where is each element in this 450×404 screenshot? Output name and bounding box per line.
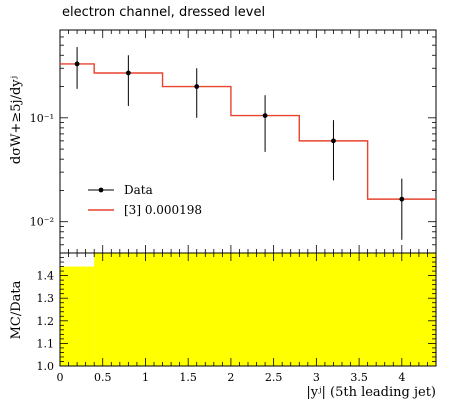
x-tick-label: 2 — [227, 371, 234, 384]
data-point — [74, 61, 80, 67]
data-point — [399, 196, 405, 202]
chart-title: electron channel, dressed level — [62, 5, 265, 20]
legend-data-label: Data — [124, 183, 153, 197]
lower-y-tick-label: 1.0 — [37, 360, 55, 373]
lower-y-tick-label: 1.4 — [37, 270, 55, 283]
ratio-axis-label: MC/Data — [9, 280, 24, 339]
lower-panel — [60, 253, 436, 366]
data-point — [331, 138, 336, 144]
lower-y-tick-label: 1.1 — [37, 337, 55, 350]
x-tick-label: 4 — [398, 371, 405, 384]
data-point — [262, 113, 268, 119]
x-tick-label: 0.5 — [94, 371, 112, 384]
upper-y-tick-label: 10⁻² — [30, 216, 54, 229]
x-tick-label: 0 — [57, 371, 64, 384]
upper-frame — [59, 29, 437, 254]
legend-mc-label: [3] 0.000198 — [124, 203, 202, 217]
x-tick-label: 1 — [142, 371, 149, 384]
x-axis-label: |yʲ| (5th leading jet) — [306, 385, 436, 400]
mc-step-line — [60, 63, 436, 200]
ratio-band-bin-0 — [60, 266, 95, 366]
y-axis-label: dσW+≥5j/dyʲ — [9, 76, 24, 164]
data-point — [125, 70, 131, 76]
data-point — [194, 84, 200, 89]
x-tick-label: 1.5 — [179, 371, 197, 384]
x-tick-label: 3.5 — [350, 371, 368, 384]
x-tick-label: 2.5 — [265, 371, 283, 384]
lower-y-tick-label: 1.3 — [37, 292, 55, 305]
ratio-band-bin-1 — [94, 253, 436, 366]
upper-y-tick-label: 10⁻¹ — [30, 112, 54, 125]
lower-y-tick-label: 1.2 — [37, 315, 55, 328]
x-tick-label: 3 — [313, 371, 320, 384]
legend-data-marker — [98, 187, 104, 193]
